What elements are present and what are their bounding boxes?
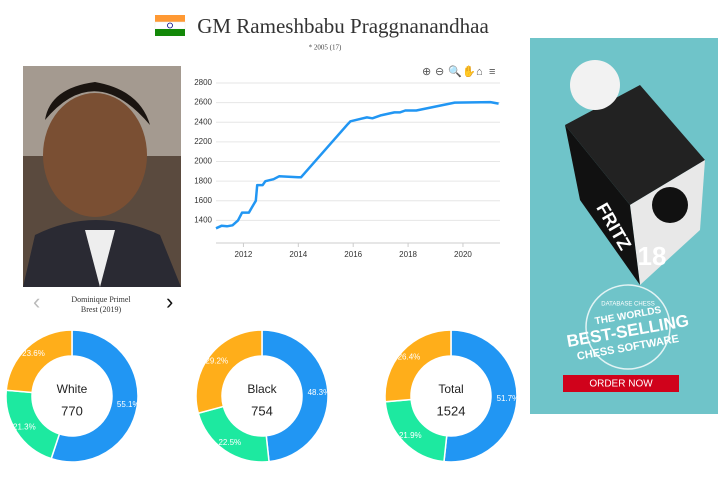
segment-label: 21.9% [399, 431, 422, 440]
segment-label: 29.2% [205, 356, 228, 365]
segment-label: 21.3% [13, 422, 36, 431]
ad-button[interactable]: ORDER NOW [589, 379, 653, 390]
y-tick-label: 1800 [194, 176, 212, 185]
y-tick-label: 2200 [194, 137, 212, 146]
segment-label: 22.5% [218, 438, 241, 447]
chart-toolbar: ⊕ ⊖ 🔍 ✋ ⌂ ≡ [422, 64, 495, 78]
flag [154, 15, 186, 36]
pan[interactable]: ✋ [462, 65, 476, 78]
donut-segment [384, 329, 452, 403]
menu[interactable]: ≡ [489, 66, 495, 78]
y-tick-label: 2000 [194, 157, 212, 166]
prev-arrow[interactable]: ‹ [33, 289, 40, 314]
y-tick-label: 1600 [194, 196, 212, 205]
page-title: GM Rameshbabu Praggnanandhaa [197, 14, 489, 38]
photo-place: Brest (2019) [81, 305, 122, 314]
x-tick-label: 2018 [399, 250, 417, 259]
segment-label: 23.6% [22, 349, 45, 358]
photo-caption: Dominique Primel [71, 295, 131, 304]
rating-line [215, 100, 499, 230]
zoom-out[interactable]: ⊖ [435, 66, 444, 78]
donut-value: 1524 [437, 403, 466, 418]
donut-segment [5, 329, 73, 394]
segment-label: 48.3% [308, 388, 331, 397]
donut-label: Total [438, 382, 463, 396]
x-tick-label: 2012 [235, 250, 253, 259]
x-tick-label: 2014 [289, 250, 307, 259]
ad-version: 18 [638, 241, 667, 271]
donut-label: White [57, 382, 88, 396]
donut-value: 754 [251, 403, 273, 418]
birth-year: * 2005 (17) [309, 44, 342, 52]
x-tick-label: 2020 [454, 250, 472, 259]
ad-badge: DATABASE CHESS [601, 302, 654, 308]
y-tick-label: 2800 [194, 78, 212, 87]
segment-label: 55.1% [117, 400, 140, 409]
photo [23, 66, 181, 287]
y-tick-label: 1400 [194, 216, 212, 225]
donut-segment [195, 329, 263, 415]
x-tick-label: 2016 [344, 250, 362, 259]
reset[interactable]: ⌂ [476, 66, 483, 78]
y-tick-label: 2400 [194, 117, 212, 126]
segment-label: 26.4% [398, 353, 421, 362]
zoom[interactable]: 🔍 [448, 64, 462, 78]
zoom-in[interactable]: ⊕ [422, 66, 431, 78]
next-arrow[interactable]: › [166, 289, 173, 314]
donut-value: 770 [61, 403, 83, 418]
segment-label: 51.7% [497, 394, 520, 403]
donut-label: Black [247, 382, 277, 396]
y-tick-label: 2600 [194, 98, 212, 107]
donut-segment [443, 329, 518, 463]
donut-segment [50, 329, 139, 463]
ad[interactable]: FRITZ 18 DATABASE CHESS THE WORLDS BEST-… [530, 38, 718, 414]
donut-segment [261, 329, 329, 463]
